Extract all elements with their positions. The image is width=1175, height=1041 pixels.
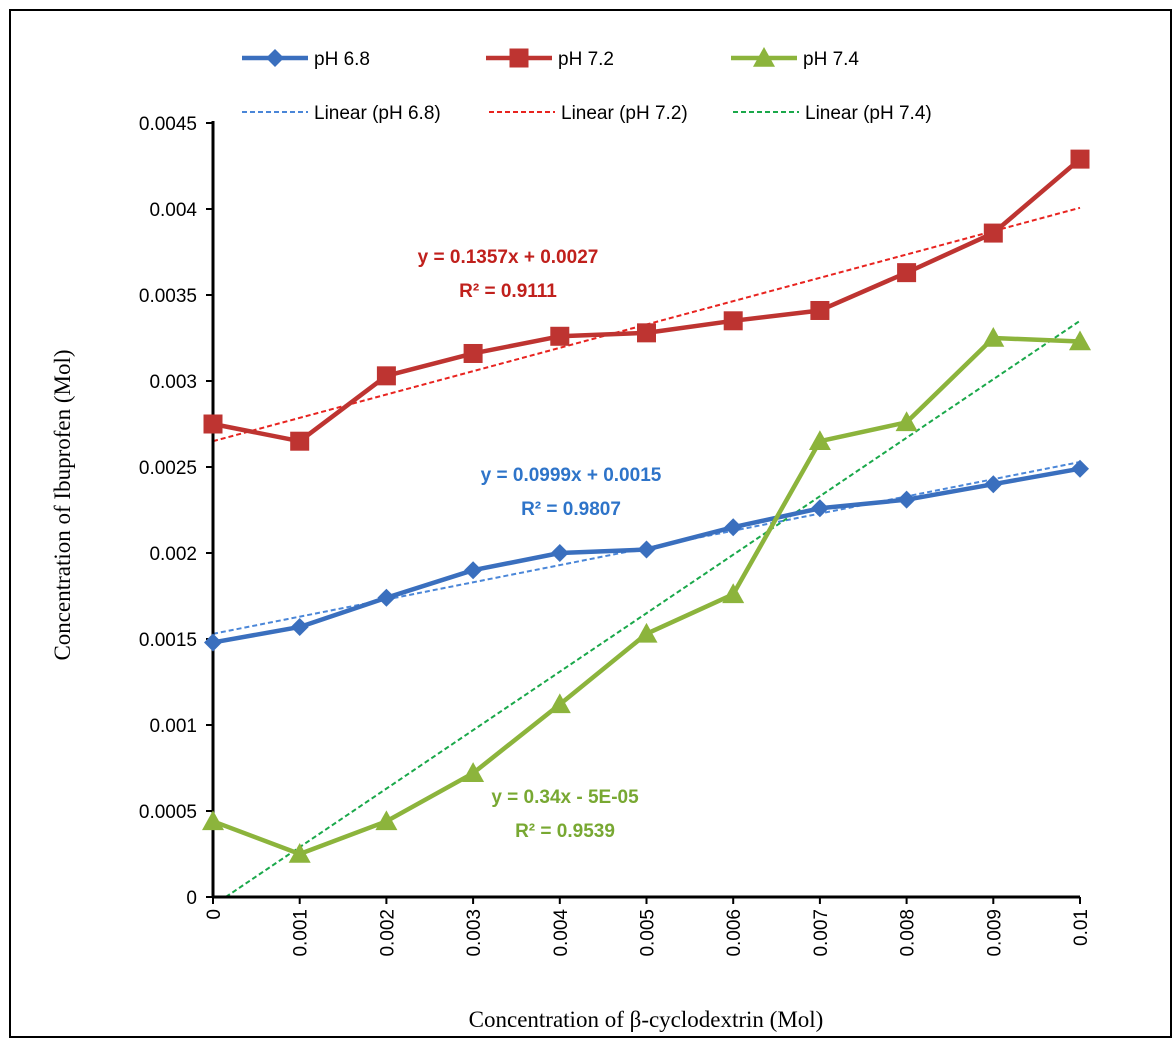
data-point-0-8 <box>897 490 916 509</box>
x-tick-label: 0.008 <box>898 909 919 957</box>
data-point-1-1 <box>290 431 310 451</box>
y-tick-label: 0 <box>186 888 197 909</box>
data-point-0-2 <box>377 588 396 607</box>
legend-trend-label-2: Linear (pH 7.4) <box>805 103 932 124</box>
trendline-r2-1: R² = 0.9111 <box>459 281 557 302</box>
trendline-equation-2: y = 0.34x - 5E-05 <box>491 787 639 808</box>
data-point-2-1 <box>288 843 311 863</box>
data-point-1-7 <box>810 300 830 320</box>
y-tick-label: 0.0025 <box>139 458 197 479</box>
series-line-2 <box>212 335 1081 857</box>
y-axis-title: Concentration of Ibuprofen (Mol) <box>50 349 75 660</box>
data-point-1-5 <box>637 323 656 343</box>
trendline-equations: y = 0.0999x + 0.0015 R² = 0.9807 y = 0.135… <box>418 247 662 842</box>
x-tick-label: 0.007 <box>811 909 832 957</box>
data-point-0-6 <box>724 518 743 537</box>
data-point-0-9 <box>984 475 1003 494</box>
data-point-2-5 <box>635 622 658 643</box>
data-point-0-5 <box>637 540 656 559</box>
data-point-0-7 <box>810 499 829 518</box>
trendline-r2-2: R² = 0.9539 <box>515 821 615 842</box>
legend-marker-0 <box>266 49 284 67</box>
data-point-1-8 <box>897 263 917 283</box>
y-tick-label: 0.001 <box>149 716 197 737</box>
x-axis-title: Concentration of β-cyclodextrin (Mol) <box>469 1007 824 1032</box>
legend: pH 6.8 pH 7.2 pH 7.4 Linear (pH 6.8) Linear … <box>242 47 932 124</box>
y-tick-label: 0.0015 <box>139 630 197 651</box>
data-point-2-4 <box>548 693 571 714</box>
data-point-0-3 <box>464 561 483 580</box>
data-point-2-2 <box>375 810 398 831</box>
data-point-0-10 <box>1071 459 1089 478</box>
legend-label-1: pH 7.2 <box>558 49 614 70</box>
axes: 0 0.0005 0.001 0.0015 0.002 0.0025 0.003 0.0035… <box>139 114 1092 957</box>
series-line-1 <box>212 157 1082 444</box>
x-tick-label: 0.009 <box>984 909 1005 957</box>
data-point-1-6 <box>723 311 743 331</box>
x-tick-label: 0 <box>204 909 225 920</box>
y-tick-label: 0.002 <box>149 544 197 565</box>
legend-label-0: pH 6.8 <box>314 49 370 70</box>
data-point-1-0 <box>203 414 223 434</box>
x-tick-label: 0.003 <box>464 909 485 957</box>
chart-frame <box>9 9 1172 1038</box>
data-point-2-6 <box>722 583 745 604</box>
x-tick-label: 0.006 <box>724 909 745 957</box>
legend-label-2: pH 7.4 <box>803 49 859 70</box>
trendline-equation-1: y = 0.1357x + 0.0027 <box>418 247 599 268</box>
legend-marker-1 <box>509 48 529 68</box>
data-point-2-9 <box>982 327 1005 347</box>
y-tick-label: 0.004 <box>149 200 197 221</box>
data-point-0-0 <box>204 633 222 652</box>
x-tick-label: 0.002 <box>377 909 398 957</box>
y-tick-label: 0.003 <box>149 372 197 393</box>
trendline-2 <box>225 319 1081 898</box>
data-point-0-4 <box>550 544 569 562</box>
data-point-0-1 <box>290 617 309 636</box>
y-tick-label: 0.0035 <box>139 286 197 307</box>
data-point-2-3 <box>462 762 485 782</box>
x-tick-label: 0.01 <box>1071 909 1092 946</box>
data-point-1-9 <box>983 223 1003 243</box>
data-point-2-7 <box>808 430 831 450</box>
data-point-2-8 <box>895 411 918 432</box>
trendline-equation-0: y = 0.0999x + 0.0015 <box>481 465 662 486</box>
data-point-2-10 <box>1069 330 1091 351</box>
trendline-r2-0: R² = 0.9807 <box>521 499 621 520</box>
data-point-1-2 <box>376 366 396 386</box>
data-point-1-3 <box>463 343 483 363</box>
y-tick-label: 0.0045 <box>139 114 197 135</box>
series-lines <box>212 157 1082 857</box>
legend-marker-2 <box>753 47 775 67</box>
legend-trend-label-1: Linear (pH 7.2) <box>561 103 688 124</box>
x-tick-label: 0.004 <box>551 909 572 957</box>
data-point-2-0 <box>202 810 224 831</box>
y-tick-label: 0.0005 <box>139 802 197 823</box>
series-markers <box>202 149 1091 863</box>
data-point-1-10 <box>1070 149 1090 169</box>
legend-trend-label-0: Linear (pH 6.8) <box>314 103 441 124</box>
x-tick-label: 0.001 <box>291 909 312 957</box>
data-point-1-4 <box>550 326 570 346</box>
x-tick-label: 0.005 <box>638 909 659 957</box>
